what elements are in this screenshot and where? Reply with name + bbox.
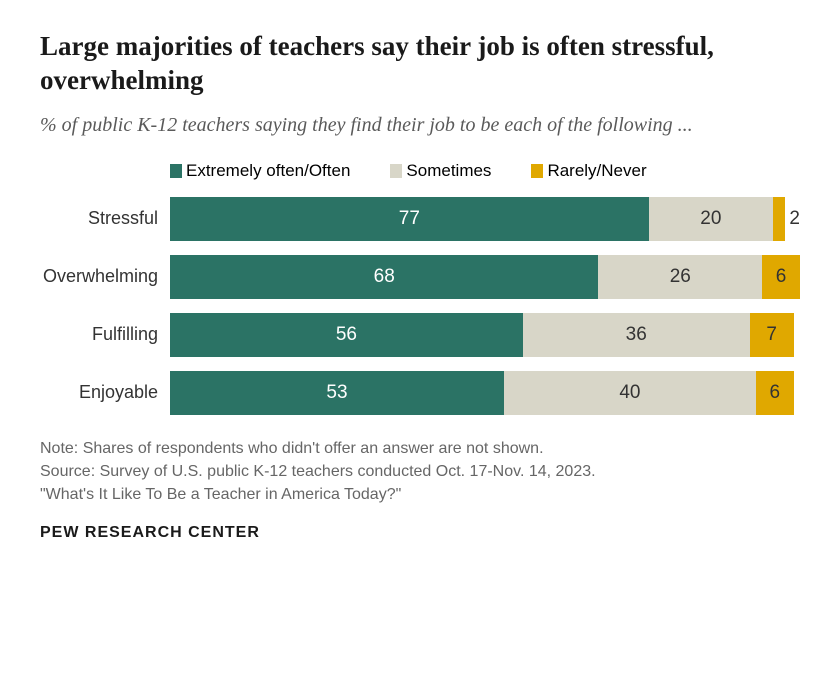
- bar-segment: 68: [170, 255, 598, 299]
- row-label: Overwhelming: [40, 266, 170, 287]
- bar-segment: 40: [504, 371, 756, 415]
- legend-label: Rarely/Never: [547, 161, 646, 181]
- note-text: Note: Shares of respondents who didn't o…: [40, 437, 800, 460]
- bar-track: 53406: [170, 371, 800, 415]
- footer-org: PEW RESEARCH CENTER: [40, 524, 800, 542]
- legend: Extremely often/Often Sometimes Rarely/Nev…: [170, 161, 800, 181]
- bar-track: 7720 2: [170, 197, 800, 241]
- chart-row: Fulfilling56367: [40, 313, 800, 357]
- legend-item: Extremely often/Often: [170, 161, 350, 181]
- legend-label: Sometimes: [406, 161, 491, 181]
- row-label: Enjoyable: [40, 382, 170, 403]
- legend-swatch: [170, 164, 182, 178]
- bar-track: 68266: [170, 255, 800, 299]
- bar-segment: 6: [756, 371, 794, 415]
- legend-swatch: [390, 164, 402, 178]
- legend-swatch: [531, 164, 543, 178]
- bar-segment: 2: [789, 197, 800, 241]
- legend-item: Rarely/Never: [531, 161, 646, 181]
- bar-segment: 7: [750, 313, 794, 357]
- row-label: Fulfilling: [40, 324, 170, 345]
- bar-segment: 56: [170, 313, 523, 357]
- stacked-bar-chart: Stressful77202Overwhelming68266Fulfillin…: [40, 197, 800, 415]
- chart-row: Enjoyable53406: [40, 371, 800, 415]
- chart-row: Stressful7720 2: [40, 197, 800, 241]
- report-text: "What's It Like To Be a Teacher in Ameri…: [40, 483, 800, 506]
- legend-label: Extremely often/Often: [186, 161, 350, 181]
- bar-segment: [773, 197, 785, 241]
- bar-segment: 53: [170, 371, 504, 415]
- chart-subtitle: % of public K-12 teachers saying they fi…: [40, 112, 800, 139]
- legend-item: Sometimes: [390, 161, 491, 181]
- row-label: Stressful: [40, 208, 170, 229]
- chart-title: Large majorities of teachers say their j…: [40, 30, 800, 98]
- bar-segment: 20: [649, 197, 773, 241]
- bar-track: 56367: [170, 313, 800, 357]
- bar-segment: 26: [598, 255, 762, 299]
- bar-segment: 36: [523, 313, 750, 357]
- chart-row: Overwhelming68266: [40, 255, 800, 299]
- source-text: Source: Survey of U.S. public K-12 teach…: [40, 460, 800, 483]
- bar-segment: 77: [170, 197, 649, 241]
- bar-segment: 6: [762, 255, 800, 299]
